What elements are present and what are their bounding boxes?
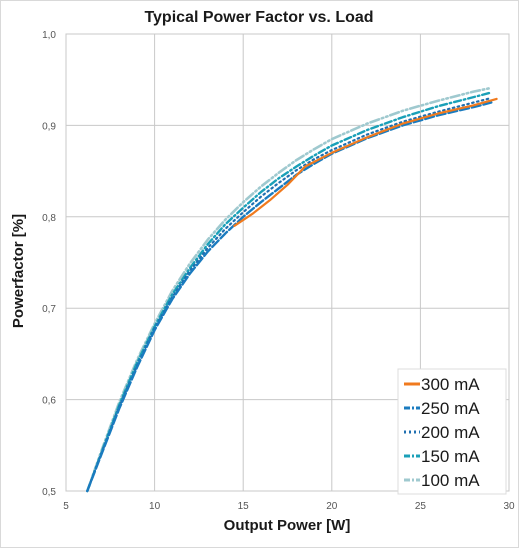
y-tick-label: 0,6 (42, 396, 56, 407)
x-tick-label: 5 (63, 501, 69, 512)
x-tick-label: 15 (238, 501, 250, 512)
y-tick-label: 0,8 (42, 213, 56, 224)
y-tick-label: 1,0 (42, 30, 56, 41)
series-line-150-ma (86, 91, 493, 493)
series-line-250-ma (86, 101, 493, 493)
series-layer (86, 86, 498, 493)
x-axis-title: Output Power [W] (224, 517, 351, 534)
legend: 300 mA 250 mA 200 mA 150 mA 100 mA (397, 368, 507, 495)
legend-label: 250 mA (421, 399, 480, 418)
legend-label: 200 mA (421, 423, 480, 442)
chart-title: Typical Power Factor vs. Load (144, 9, 373, 26)
x-tick-label: 25 (415, 501, 427, 512)
grid-lines (66, 34, 509, 491)
y-tick-label: 0,5 (42, 487, 56, 498)
legend-label: 150 mA (421, 447, 480, 466)
y-tick-label: 0,7 (42, 304, 56, 315)
series-line-300-ma (233, 97, 498, 227)
y-tick-label: 0,9 (42, 121, 56, 132)
x-tick-label: 30 (503, 501, 515, 512)
tick-labels: 5 10 15 20 25 30 0,5 0,6 0,7 0,8 0,9 1,0 (42, 30, 515, 512)
legend-label: 300 mA (421, 375, 480, 394)
x-tick-label: 20 (326, 501, 338, 512)
plot-border (65, 33, 510, 492)
y-axis-title: Powerfactor [%] (10, 214, 27, 328)
legend-label: 100 mA (421, 471, 480, 490)
x-tick-label: 10 (149, 501, 161, 512)
